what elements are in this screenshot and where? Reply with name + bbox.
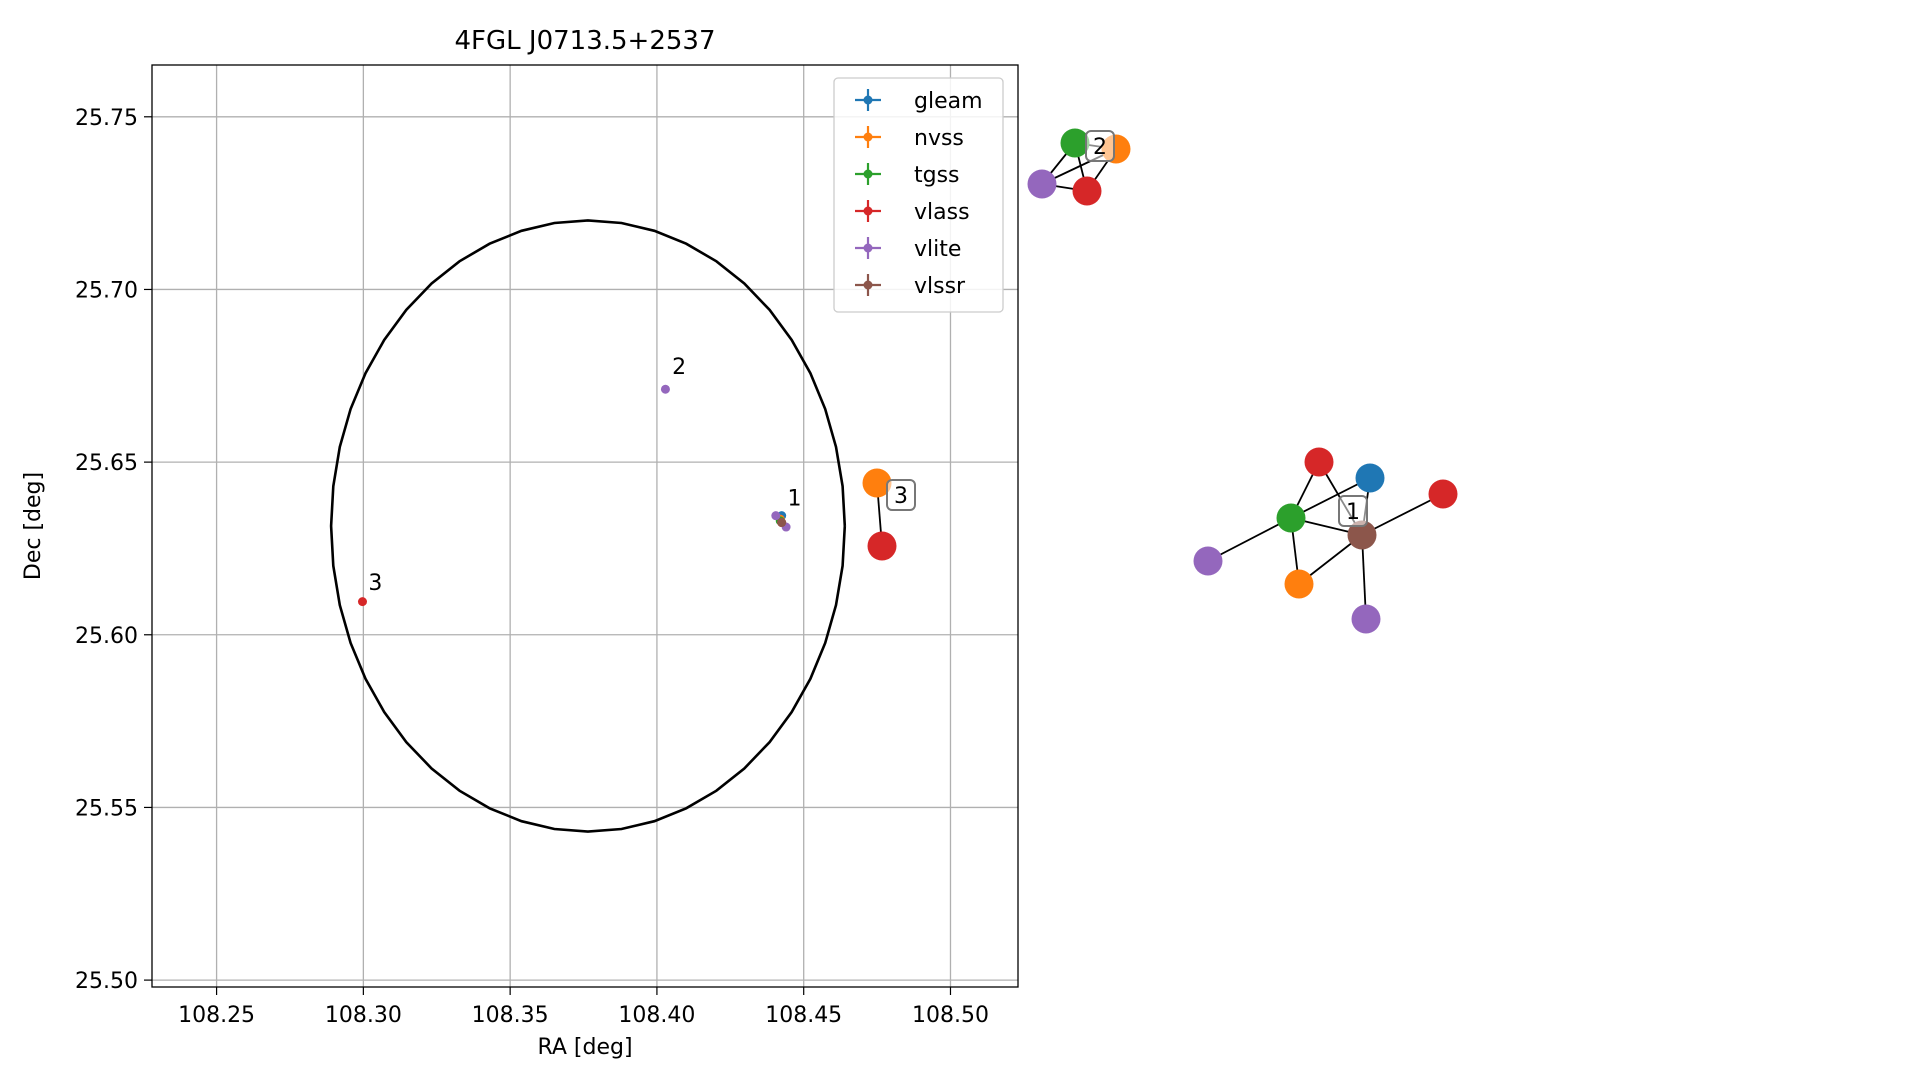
source-label: 2 [672, 355, 686, 380]
network-nodes [862, 128, 1458, 634]
x-tick-label: 108.35 [472, 1003, 549, 1028]
scatter-panel: 1 2 3 108.25 108.30 108.35 108.40 108.45 108.50… [21, 26, 1019, 1060]
legend-label-vlass: vlass [914, 200, 970, 225]
point-vlass [357, 597, 367, 607]
error-ellipse [329, 219, 847, 833]
network-node [1351, 604, 1381, 634]
y-tick-label: 25.60 [75, 624, 138, 649]
network-edge [1290, 477, 1371, 519]
y-ticks: 25.50 25.55 25.60 25.65 25.70 25.75 [75, 106, 152, 994]
source-label: 3 [368, 571, 382, 596]
annotations: 1 2 3 [368, 355, 801, 596]
y-axis-label: Dec [deg] [21, 472, 46, 580]
network-label-box [1338, 495, 1368, 527]
legend-label-gleam: gleam [914, 89, 983, 114]
data-points [357, 384, 791, 607]
network-node [1347, 520, 1377, 550]
legend-label-vlssr: vlssr [914, 274, 966, 299]
network-labels: 2 3 1 [886, 130, 1368, 527]
legend-label-nvss: nvss [914, 126, 964, 151]
network-node [1304, 447, 1334, 477]
legend-marker-dot [863, 132, 873, 142]
legend-marker-dot [863, 206, 873, 216]
legend-marker-dot [863, 169, 873, 179]
network-node [862, 468, 892, 498]
network-node [867, 531, 897, 561]
network-label-box [886, 479, 916, 511]
plot-frame [151, 64, 1019, 988]
point-vlite [660, 384, 670, 394]
x-ticks: 108.25 108.30 108.35 108.40 108.45 108.50 [178, 987, 989, 1028]
network-node [1428, 479, 1458, 509]
point-vlssr [777, 518, 787, 528]
source-label: 1 [788, 486, 802, 511]
point-vlite [771, 511, 781, 521]
legend: gleam nvss tgss vlass vlite vlssr [833, 77, 1004, 313]
legend-marker-dot [863, 243, 873, 253]
network-node [1060, 128, 1090, 158]
network-node [1027, 169, 1057, 199]
x-tick-label: 108.40 [618, 1003, 695, 1028]
network-label: 2 [1093, 135, 1107, 160]
ellipse-layer [329, 219, 847, 833]
network-node [1072, 176, 1102, 206]
network-node [1355, 463, 1385, 493]
legend-marker-dot [863, 95, 873, 105]
network-node [1276, 503, 1306, 533]
legend-label-tgss: tgss [914, 163, 960, 188]
y-tick-label: 25.75 [75, 106, 138, 131]
x-tick-label: 108.30 [325, 1003, 402, 1028]
network-panel: 2 3 1 [862, 128, 1458, 634]
network-edge [1207, 517, 1292, 562]
x-tick-label: 108.45 [765, 1003, 842, 1028]
legend-label-vlite: vlite [914, 237, 961, 262]
legend-marker-dot [863, 280, 873, 290]
x-tick-label: 108.50 [912, 1003, 989, 1028]
network-label: 3 [894, 484, 908, 509]
chart-title: 4FGL J0713.5+2537 [455, 26, 716, 56]
y-tick-label: 25.55 [75, 796, 138, 821]
network-node [1193, 546, 1223, 576]
network-node [1284, 569, 1314, 599]
y-tick-label: 25.50 [75, 969, 138, 994]
x-tick-label: 108.25 [178, 1003, 255, 1028]
network-label: 1 [1346, 500, 1360, 525]
network-label-box [1085, 130, 1115, 162]
x-axis-label: RA [deg] [537, 1035, 632, 1060]
y-tick-label: 25.65 [75, 451, 138, 476]
network-edge [1361, 493, 1444, 536]
y-tick-label: 25.70 [75, 278, 138, 303]
